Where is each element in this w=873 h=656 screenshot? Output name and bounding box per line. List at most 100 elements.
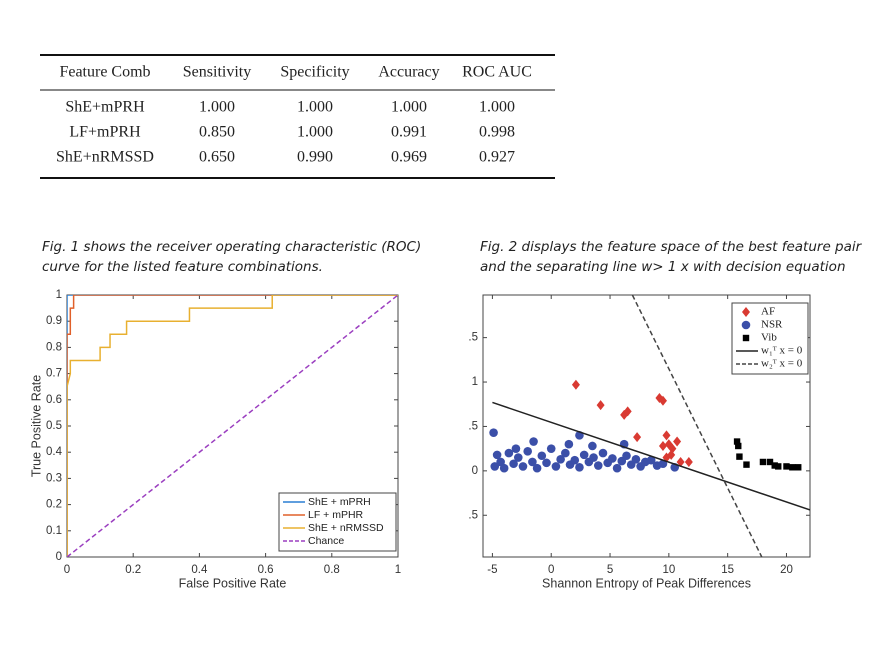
point (523, 447, 532, 456)
caption: and the separating line w> 1 x with deci… (480, 259, 846, 275)
table-header: Sensitivity (183, 64, 251, 81)
x-axis-label: False Positive Rate (179, 576, 287, 590)
y-tick-label: .5 (468, 332, 478, 344)
point (518, 462, 528, 471)
point (766, 458, 774, 466)
point (735, 442, 742, 450)
point (783, 463, 790, 470)
y-tick-label: 0 (56, 551, 62, 563)
point (542, 458, 551, 468)
x-tick-label: 20 (780, 564, 793, 576)
y-tick-label: 0.6 (46, 394, 62, 406)
point (509, 459, 518, 469)
point (598, 448, 608, 458)
legend-label: ShE + mPRH (308, 496, 371, 508)
point (511, 444, 521, 453)
x-tick-label: 0 (64, 564, 70, 576)
point (759, 458, 767, 466)
point (596, 400, 605, 411)
x-tick-label: 0.6 (258, 564, 274, 576)
point (551, 462, 561, 471)
point (795, 464, 802, 471)
y-tick-label: 0.8 (46, 341, 62, 353)
point (789, 464, 796, 471)
point (662, 430, 671, 441)
point (532, 463, 542, 473)
point (733, 438, 741, 445)
series-line (67, 295, 398, 557)
point (622, 451, 631, 461)
point (684, 456, 693, 467)
point (676, 456, 685, 467)
legend-swatch (742, 307, 750, 317)
legend-swatch (741, 320, 751, 330)
x-tick-label: 1 (395, 564, 401, 576)
x-tick-label: 0 (548, 564, 554, 576)
point (646, 455, 656, 465)
point (575, 462, 584, 472)
y-tick-label: 0.4 (46, 446, 63, 458)
series-line (67, 295, 398, 557)
point (499, 463, 509, 473)
x-tick-label: 0.2 (125, 564, 141, 576)
point (588, 441, 597, 451)
legend-label: Chance (308, 535, 344, 547)
y-axis-label: True Positive Rate (29, 375, 43, 477)
table-cell: 0.927 (479, 149, 515, 166)
caption: Fig. 2 displays the feature space of the… (480, 239, 863, 255)
point (612, 463, 622, 473)
y-tick-label: 0.7 (46, 368, 62, 380)
legend-label: Vib (761, 332, 777, 344)
table-cell: 1.000 (199, 99, 235, 116)
point (593, 461, 603, 470)
point (736, 453, 743, 460)
table-cell: 1.000 (391, 99, 427, 116)
y-tick-label: .5 (468, 420, 478, 432)
y-tick-label: 0.5 (46, 420, 62, 432)
point (633, 432, 642, 443)
legend-label: ShE + nRMSSD (308, 522, 384, 534)
x-axis-label: Shannon Entropy of Peak Differences (542, 576, 751, 590)
table-cell: 0.998 (479, 124, 515, 141)
table-cell: ShE+nRMSSD (56, 149, 154, 166)
table-cell: 0.991 (391, 124, 427, 141)
legend-swatch (742, 334, 750, 342)
point (631, 455, 641, 464)
table-cell: 0.650 (199, 149, 235, 166)
y-tick-label: 0.1 (46, 525, 62, 537)
x-tick-label: -5 (487, 564, 497, 576)
table-header: Specificity (280, 64, 349, 81)
point (775, 463, 782, 470)
point (537, 451, 547, 461)
point (570, 455, 580, 465)
point (771, 462, 778, 469)
point (673, 436, 682, 447)
point (658, 440, 667, 451)
legend-label: w₁ᵀ x = 0 (761, 345, 803, 357)
point (546, 444, 556, 453)
point (556, 455, 565, 464)
point (529, 437, 538, 446)
x-tick-label: 0.8 (324, 564, 340, 576)
table-cell: 1.000 (479, 99, 515, 116)
point (492, 450, 502, 460)
legend-label: LF + mPHR (308, 509, 364, 521)
point (561, 448, 570, 458)
point (743, 461, 750, 468)
point (579, 450, 589, 460)
y-tick-label: 0 (472, 465, 478, 477)
y-tick-label: 1 (56, 289, 62, 301)
caption: curve for the listed feature combination… (42, 259, 323, 275)
table-header: Feature Comb (59, 64, 150, 81)
point (528, 457, 537, 467)
point (658, 395, 667, 406)
table-cell: 1.000 (297, 99, 333, 116)
point (623, 406, 632, 417)
y-tick-label: 0.3 (46, 472, 62, 484)
point (571, 379, 580, 390)
legend-label: w₂ᵀ x = 0 (761, 358, 803, 370)
series-line (631, 295, 763, 557)
table-cell: 0.990 (297, 149, 333, 166)
caption: Fig. 1 shows the receiver operating char… (42, 239, 421, 255)
